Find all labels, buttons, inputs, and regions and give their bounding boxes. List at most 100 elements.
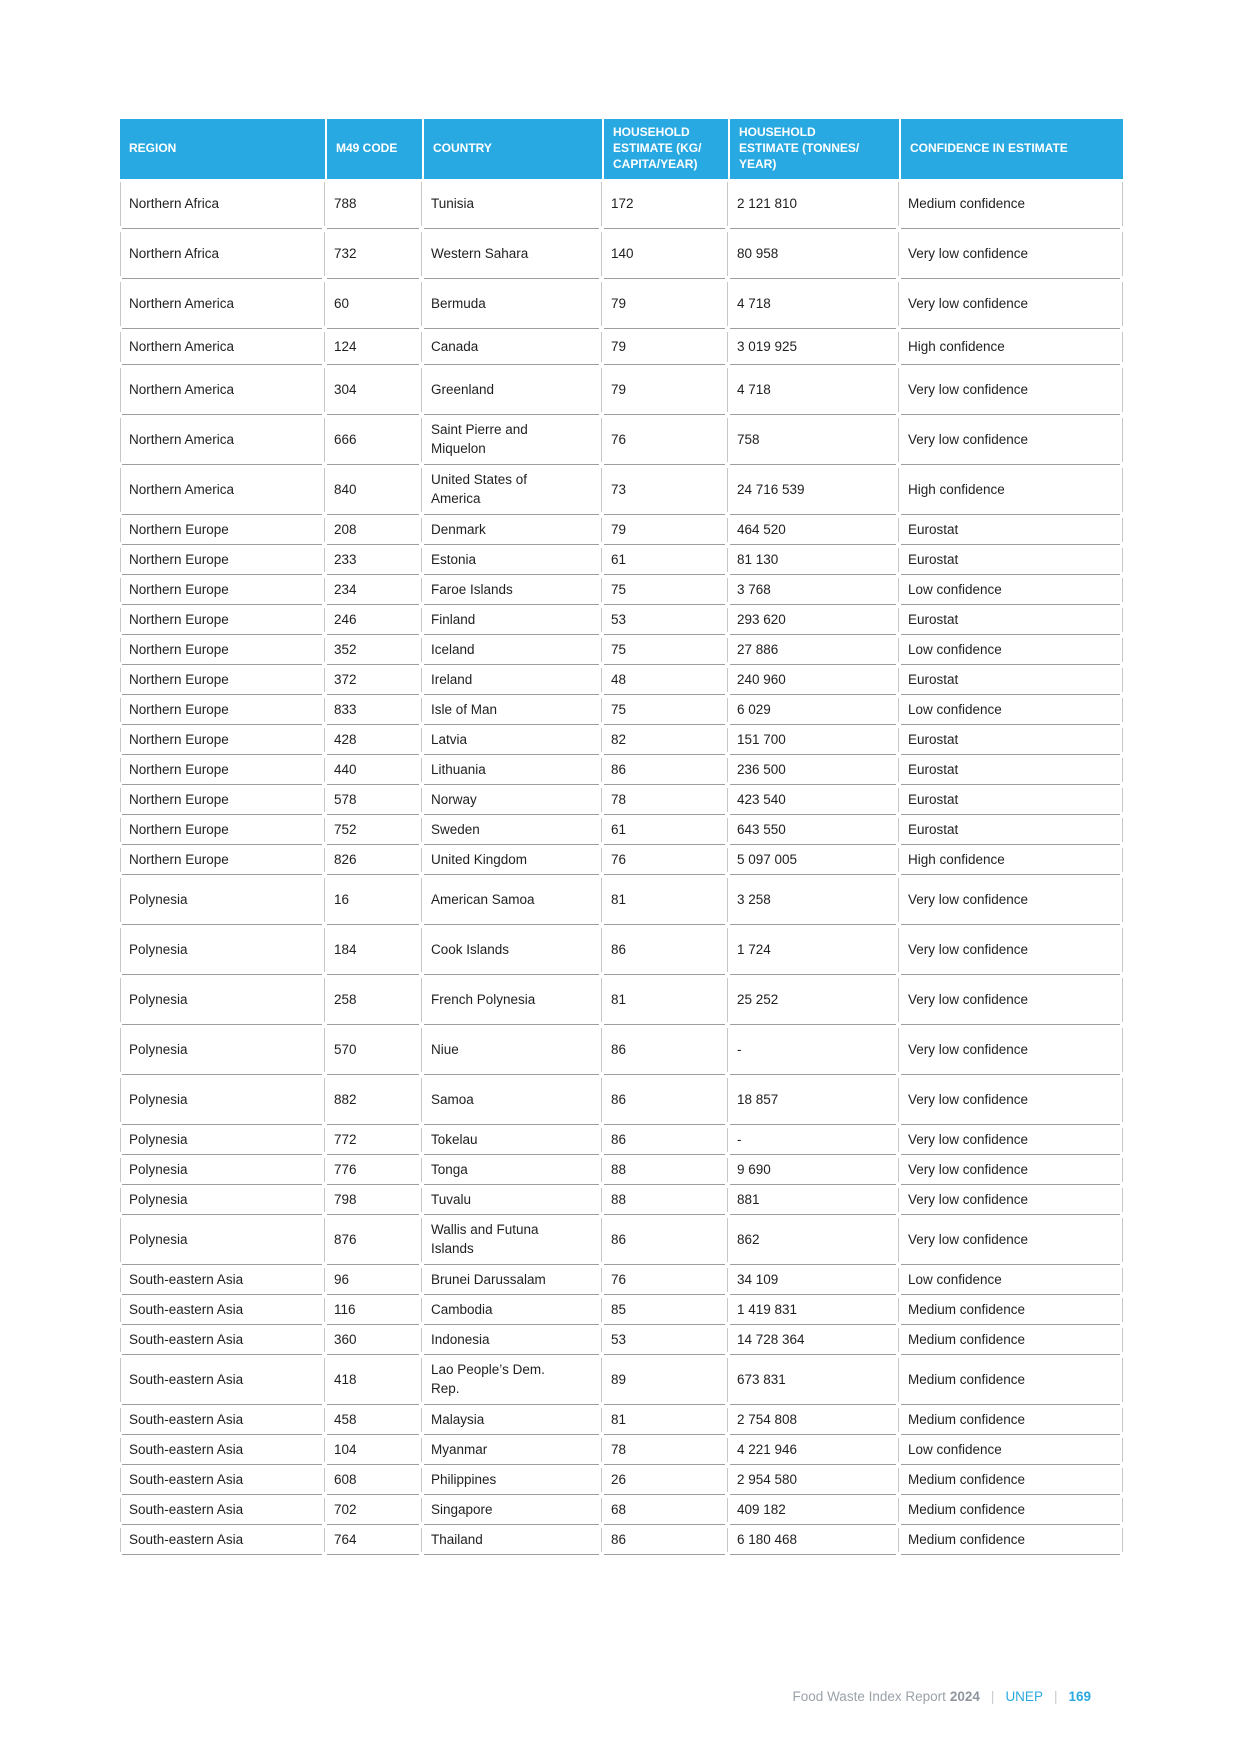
table-row: Northern Europe 233 Estonia 61 81 130 Eurosta… bbox=[120, 545, 1123, 575]
cell-region: South-eastern Asia bbox=[120, 1465, 325, 1495]
table-row: Northern America 124 Canada 79 3 019 925 High… bbox=[120, 329, 1123, 365]
cell-m49: 876 bbox=[325, 1215, 422, 1265]
column-header-tonnes: HOUSEHOLD ESTIMATE (TONNES/ YEAR) bbox=[728, 119, 899, 179]
cell-region: Northern Europe bbox=[120, 575, 325, 605]
table-row: South-eastern Asia 458 Malaysia 81 2 754 808… bbox=[120, 1405, 1123, 1435]
cell-tonnes: 881 bbox=[728, 1185, 899, 1215]
table-row: South-eastern Asia 104 Myanmar 78 4 221 946 L… bbox=[120, 1435, 1123, 1465]
cell-kg: 140 bbox=[602, 229, 728, 279]
cell-tonnes: 236 500 bbox=[728, 755, 899, 785]
cell-country: Tuvalu bbox=[422, 1185, 602, 1215]
cell-kg: 86 bbox=[602, 1125, 728, 1155]
cell-tonnes: 2 954 580 bbox=[728, 1465, 899, 1495]
cell-tonnes: 3 258 bbox=[728, 875, 899, 925]
cell-tonnes: 758 bbox=[728, 415, 899, 465]
cell-confidence: Medium confidence bbox=[899, 1495, 1123, 1525]
cell-m49: 233 bbox=[325, 545, 422, 575]
cell-country: Saint Pierre and Miquelon bbox=[422, 415, 602, 465]
cell-kg: 61 bbox=[602, 815, 728, 845]
cell-confidence: Very low confidence bbox=[899, 365, 1123, 415]
cell-confidence: High confidence bbox=[899, 329, 1123, 365]
cell-m49: 234 bbox=[325, 575, 422, 605]
cell-region: South-eastern Asia bbox=[120, 1295, 325, 1325]
cell-country: Myanmar bbox=[422, 1435, 602, 1465]
cell-kg: 75 bbox=[602, 635, 728, 665]
cell-region: South-eastern Asia bbox=[120, 1355, 325, 1405]
cell-confidence: Very low confidence bbox=[899, 1075, 1123, 1125]
cell-country: Latvia bbox=[422, 725, 602, 755]
cell-kg: 78 bbox=[602, 1435, 728, 1465]
cell-country: Philippines bbox=[422, 1465, 602, 1495]
cell-m49: 360 bbox=[325, 1325, 422, 1355]
cell-confidence: Eurostat bbox=[899, 605, 1123, 635]
table-row: Polynesia 184 Cook Islands 86 1 724 Very low … bbox=[120, 925, 1123, 975]
cell-confidence: Low confidence bbox=[899, 1265, 1123, 1295]
cell-country: French Polynesia bbox=[422, 975, 602, 1025]
cell-country: Niue bbox=[422, 1025, 602, 1075]
cell-tonnes: - bbox=[728, 1125, 899, 1155]
cell-tonnes: 34 109 bbox=[728, 1265, 899, 1295]
cell-m49: 60 bbox=[325, 279, 422, 329]
footer-org: UNEP bbox=[1005, 1689, 1043, 1704]
cell-tonnes: 81 130 bbox=[728, 545, 899, 575]
cell-tonnes: 151 700 bbox=[728, 725, 899, 755]
cell-country: Thailand bbox=[422, 1525, 602, 1555]
cell-tonnes: 862 bbox=[728, 1215, 899, 1265]
cell-kg: 86 bbox=[602, 1075, 728, 1125]
cell-m49: 246 bbox=[325, 605, 422, 635]
cell-country: Iceland bbox=[422, 635, 602, 665]
cell-kg: 79 bbox=[602, 365, 728, 415]
cell-tonnes: 27 886 bbox=[728, 635, 899, 665]
table-row: South-eastern Asia 764 Thailand 86 6 180 468… bbox=[120, 1525, 1123, 1555]
cell-confidence: Eurostat bbox=[899, 725, 1123, 755]
cell-confidence: Eurostat bbox=[899, 785, 1123, 815]
cell-kg: 76 bbox=[602, 845, 728, 875]
table-row: South-eastern Asia 116 Cambodia 85 1 419 831… bbox=[120, 1295, 1123, 1325]
cell-tonnes: 2 121 810 bbox=[728, 179, 899, 229]
cell-confidence: Medium confidence bbox=[899, 1405, 1123, 1435]
cell-confidence: High confidence bbox=[899, 465, 1123, 515]
cell-country: Canada bbox=[422, 329, 602, 365]
cell-region: South-eastern Asia bbox=[120, 1405, 325, 1435]
cell-region: Polynesia bbox=[120, 1215, 325, 1265]
cell-m49: 124 bbox=[325, 329, 422, 365]
cell-tonnes: 24 716 539 bbox=[728, 465, 899, 515]
cell-region: Northern Europe bbox=[120, 605, 325, 635]
cell-m49: 184 bbox=[325, 925, 422, 975]
cell-tonnes: 409 182 bbox=[728, 1495, 899, 1525]
column-header-kg: HOUSEHOLD ESTIMATE (KG/ CAPITA/YEAR) bbox=[602, 119, 728, 179]
table-row: Northern Europe 440 Lithuania 86 236 500 Euro… bbox=[120, 755, 1123, 785]
cell-region: South-eastern Asia bbox=[120, 1435, 325, 1465]
table-row: Northern America 666 Saint Pierre and Miqu… bbox=[120, 415, 1123, 465]
table-row: Northern Europe 352 Iceland 75 27 886 Low con… bbox=[120, 635, 1123, 665]
cell-m49: 840 bbox=[325, 465, 422, 515]
cell-kg: 88 bbox=[602, 1185, 728, 1215]
cell-kg: 79 bbox=[602, 329, 728, 365]
cell-m49: 304 bbox=[325, 365, 422, 415]
cell-kg: 81 bbox=[602, 975, 728, 1025]
cell-country: Finland bbox=[422, 605, 602, 635]
cell-m49: 96 bbox=[325, 1265, 422, 1295]
cell-confidence: Low confidence bbox=[899, 635, 1123, 665]
cell-confidence: Medium confidence bbox=[899, 1465, 1123, 1495]
cell-tonnes: 5 097 005 bbox=[728, 845, 899, 875]
cell-tonnes: 293 620 bbox=[728, 605, 899, 635]
table-row: Northern Europe 234 Faroe Islands 75 3 768 Lo… bbox=[120, 575, 1123, 605]
cell-country: United States of America bbox=[422, 465, 602, 515]
table-row: Polynesia 16 American Samoa 81 3 258 Very low… bbox=[120, 875, 1123, 925]
cell-confidence: Very low confidence bbox=[899, 925, 1123, 975]
cell-confidence: Eurostat bbox=[899, 665, 1123, 695]
food-waste-table: REGION M49 CODE COUNTRY HOUSEHOLD ESTIMATE … bbox=[120, 119, 1123, 1555]
footer-report-title: Food Waste Index Report bbox=[792, 1689, 946, 1704]
table-row: Northern America 304 Greenland 79 4 718 Very … bbox=[120, 365, 1123, 415]
cell-country: American Samoa bbox=[422, 875, 602, 925]
cell-region: Northern Africa bbox=[120, 179, 325, 229]
table-row: South-eastern Asia 608 Philippines 26 2 954 … bbox=[120, 1465, 1123, 1495]
table-row: Northern America 840 United States of Amer… bbox=[120, 465, 1123, 515]
cell-m49: 372 bbox=[325, 665, 422, 695]
cell-m49: 104 bbox=[325, 1435, 422, 1465]
cell-country: Singapore bbox=[422, 1495, 602, 1525]
cell-region: Northern Europe bbox=[120, 785, 325, 815]
cell-confidence: Eurostat bbox=[899, 545, 1123, 575]
